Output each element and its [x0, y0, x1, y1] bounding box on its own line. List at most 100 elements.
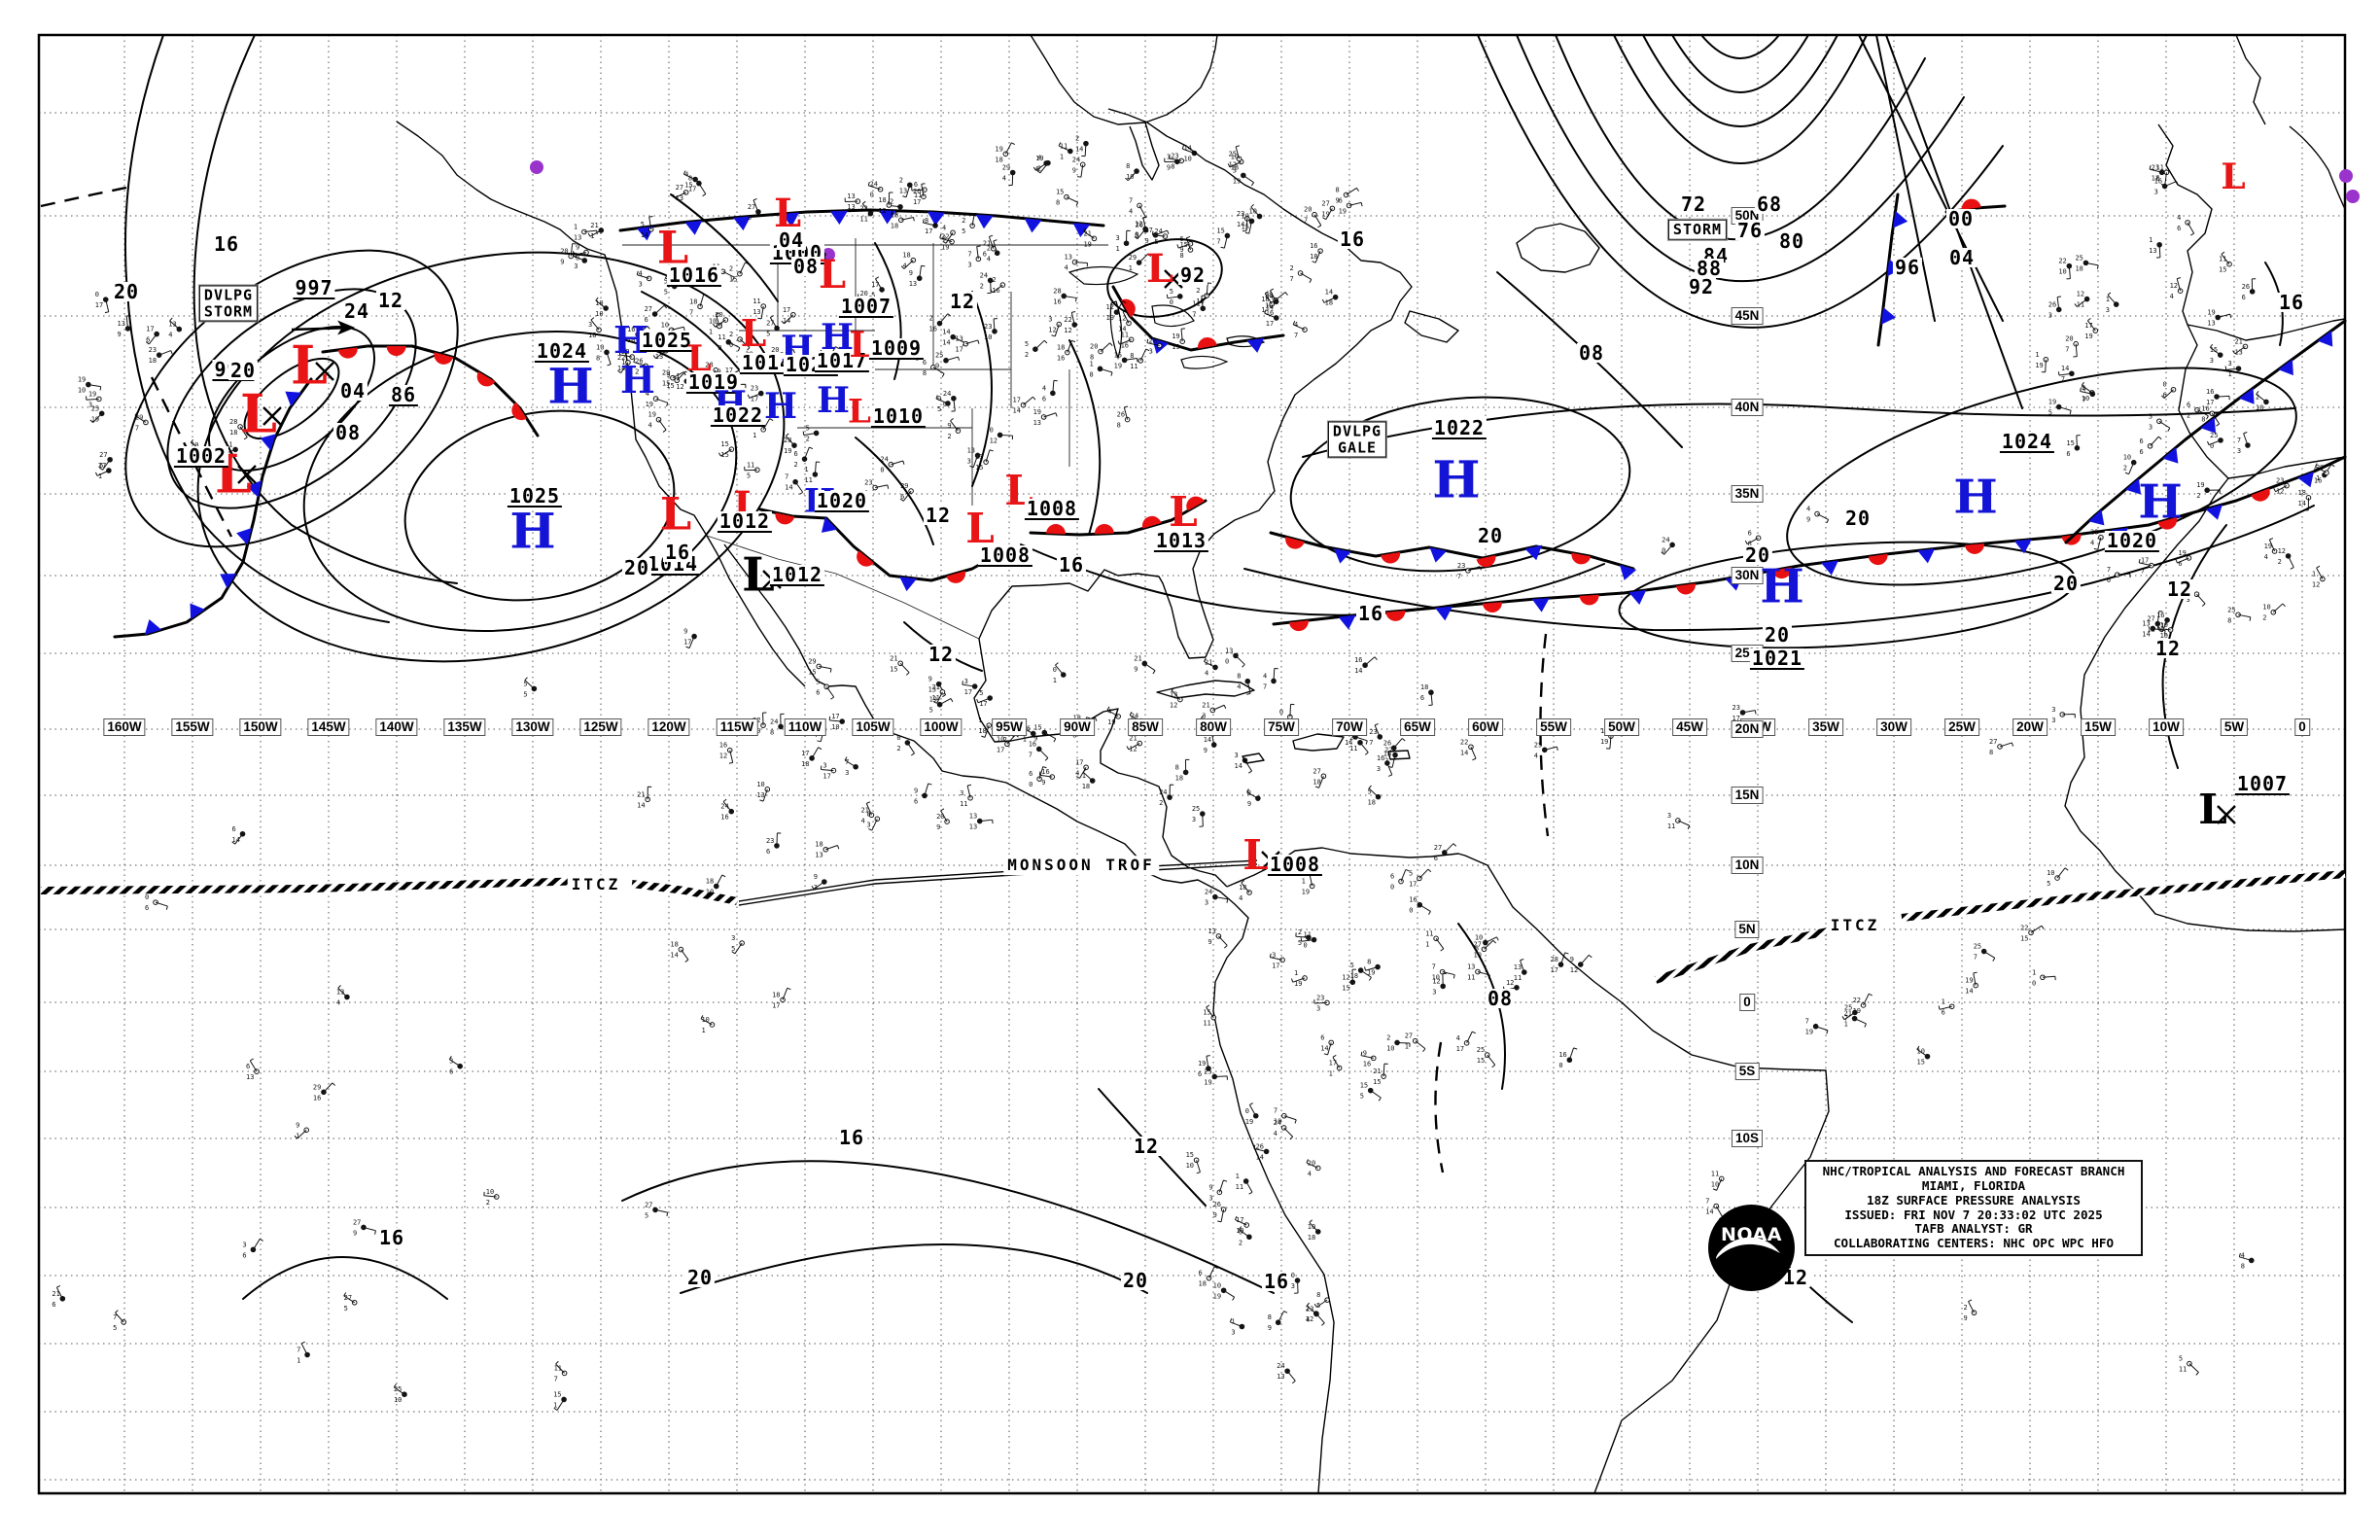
pacific-warm-front — [321, 344, 540, 438]
svg-text:9: 9 — [928, 676, 932, 683]
svg-text:3: 3 — [964, 678, 968, 685]
svg-text:9: 9 — [296, 1121, 299, 1129]
svg-text:5: 5 — [731, 945, 735, 953]
svg-text:11: 11 — [960, 800, 967, 808]
svg-text:17: 17 — [979, 700, 987, 708]
svg-text:4: 4 — [639, 269, 643, 277]
svg-text:27: 27 — [1473, 940, 1481, 948]
svg-text:18: 18 — [1310, 253, 1317, 261]
svg-text:3: 3 — [1432, 988, 1436, 996]
svg-text:13: 13 — [969, 813, 977, 821]
svg-text:6: 6 — [1434, 855, 1438, 862]
svg-text:7: 7 — [297, 1346, 300, 1353]
svg-text:3: 3 — [1205, 899, 1208, 907]
svg-text:2: 2 — [1037, 165, 1041, 173]
svg-text:9: 9 — [947, 422, 951, 430]
isobar-label-08-7: 08 — [332, 421, 364, 444]
svg-text:15: 15 — [1242, 223, 1249, 230]
svg-text:0: 0 — [1390, 884, 1394, 892]
svg-text:3: 3 — [866, 821, 870, 828]
svg-text:13: 13 — [815, 852, 822, 859]
low-center-24: L — [965, 504, 995, 552]
svg-text:2: 2 — [806, 435, 810, 442]
low-center-1: L — [240, 382, 277, 445]
svg-text:1: 1 — [978, 717, 982, 724]
svg-text:3: 3 — [967, 457, 971, 465]
isobar-label-86-6: 86 — [388, 383, 419, 406]
svg-text:18: 18 — [689, 298, 697, 305]
svg-text:11: 11 — [1203, 1020, 1210, 1028]
svg-text:21: 21 — [590, 222, 598, 229]
svg-text:9: 9 — [935, 363, 939, 370]
svg-text:9: 9 — [1144, 237, 1148, 245]
lon-label-160W: 160W — [103, 718, 146, 736]
svg-text:20: 20 — [560, 247, 568, 255]
svg-text:22: 22 — [2058, 258, 2066, 265]
svg-text:10: 10 — [1213, 1281, 1221, 1289]
great-lakes — [1068, 265, 1266, 369]
svg-text:19: 19 — [1233, 177, 1241, 185]
svg-text:10: 10 — [595, 299, 603, 307]
svg-text:27: 27 — [645, 305, 652, 313]
svg-text:19: 19 — [1339, 207, 1347, 215]
svg-text:24: 24 — [1266, 293, 1274, 300]
svg-text:22: 22 — [859, 205, 867, 213]
svg-text:23: 23 — [149, 346, 157, 354]
svg-text:5: 5 — [1154, 238, 1158, 246]
svg-text:4: 4 — [2264, 553, 2268, 561]
isobar-label-20-30: 20 — [1475, 524, 1506, 547]
svg-text:17: 17 — [925, 228, 932, 235]
svg-text:17: 17 — [688, 186, 696, 193]
svg-text:0: 0 — [1245, 1107, 1249, 1115]
svg-text:9: 9 — [718, 368, 721, 375]
svg-text:12: 12 — [1105, 303, 1113, 311]
svg-text:9: 9 — [914, 787, 918, 794]
svg-text:23: 23 — [984, 323, 992, 331]
svg-text:10: 10 — [1242, 212, 1249, 220]
pressure-value-1020: 1020 — [814, 489, 870, 512]
svg-text:4: 4 — [2170, 293, 2174, 300]
svg-text:8: 8 — [866, 810, 870, 818]
svg-text:1: 1 — [297, 1356, 300, 1364]
svg-text:10: 10 — [1917, 1048, 1925, 1056]
svg-text:13: 13 — [2149, 247, 2156, 255]
svg-text:10: 10 — [709, 318, 717, 326]
svg-text:2: 2 — [1159, 799, 1163, 807]
svg-text:16: 16 — [992, 287, 999, 295]
svg-text:1: 1 — [1023, 736, 1027, 744]
svg-text:6: 6 — [900, 493, 904, 501]
svg-text:23: 23 — [1732, 704, 1740, 712]
svg-text:10: 10 — [1386, 1044, 1394, 1052]
svg-text:5: 5 — [664, 278, 668, 286]
svg-text:20: 20 — [2065, 335, 2073, 343]
svg-text:14: 14 — [2061, 365, 2069, 372]
svg-text:12: 12 — [1506, 979, 1514, 987]
svg-text:8: 8 — [1247, 789, 1251, 797]
svg-text:14: 14 — [2142, 630, 2150, 638]
svg-text:20: 20 — [1304, 206, 1312, 214]
svg-text:7: 7 — [1304, 217, 1308, 225]
svg-text:20: 20 — [2090, 529, 2098, 537]
svg-text:19: 19 — [2196, 481, 2204, 489]
svg-text:12: 12 — [2170, 282, 2178, 290]
svg-text:25: 25 — [1192, 805, 1200, 813]
svg-text:12: 12 — [2276, 488, 2284, 496]
svg-text:8: 8 — [1367, 959, 1371, 966]
svg-text:13: 13 — [168, 321, 176, 329]
svg-text:0: 0 — [990, 426, 994, 434]
svg-text:26: 26 — [913, 188, 921, 195]
svg-text:17: 17 — [913, 198, 921, 206]
svg-text:19: 19 — [1035, 155, 1043, 162]
svg-text:18: 18 — [891, 211, 898, 219]
pressure-value-1008: 1008 — [1024, 497, 1080, 520]
svg-text:2: 2 — [729, 265, 733, 273]
svg-text:8: 8 — [1090, 370, 1094, 378]
high-center-13: H — [820, 317, 855, 359]
svg-text:16: 16 — [1409, 896, 1417, 904]
svg-text:5: 5 — [979, 689, 983, 697]
pressure-value-997: 997 — [293, 276, 335, 299]
svg-text:4: 4 — [336, 999, 340, 1007]
svg-text:17: 17 — [146, 326, 154, 333]
low-center-0: L — [291, 333, 328, 397]
